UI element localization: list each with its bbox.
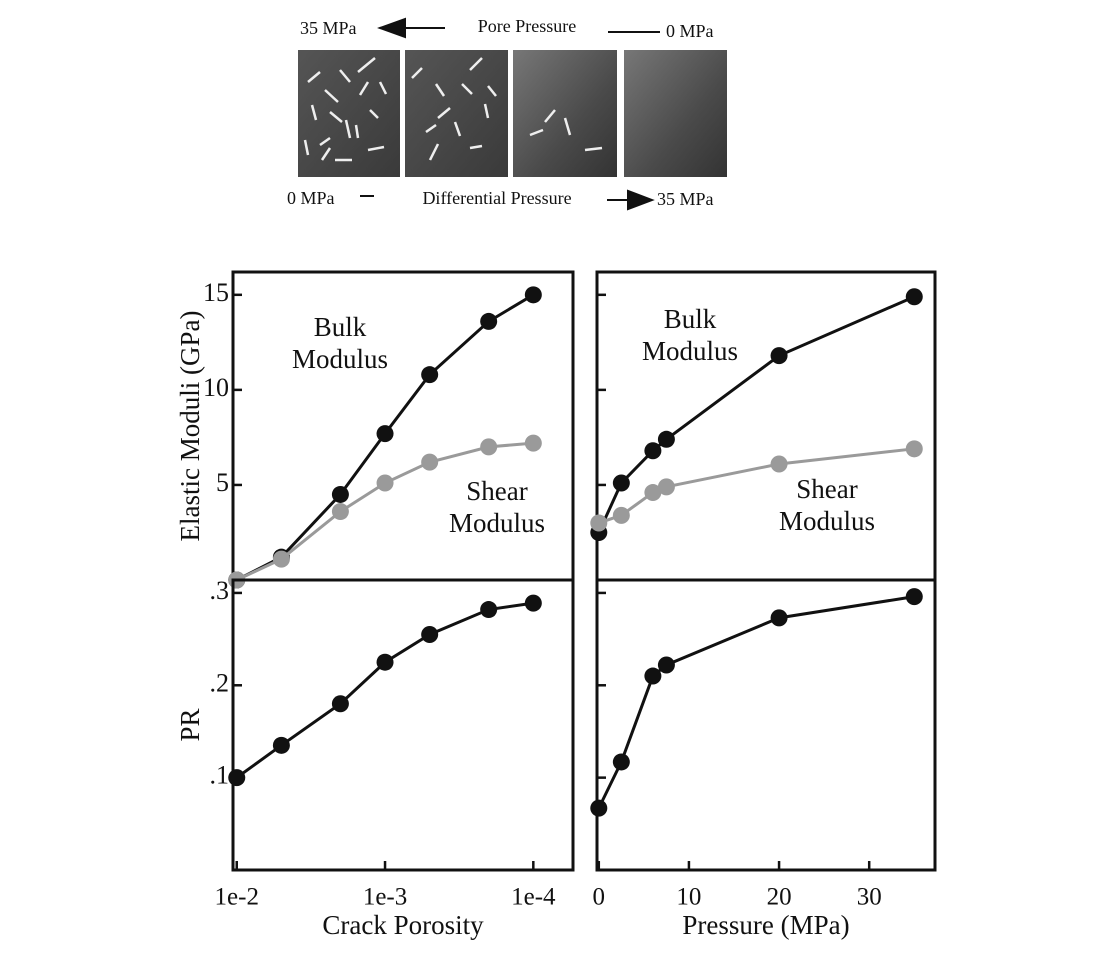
pore-right: 0 MPa	[666, 21, 714, 41]
marker	[228, 769, 246, 787]
cracks	[303, 57, 603, 162]
marker	[421, 366, 439, 384]
marker	[331, 695, 349, 713]
pore-left: 35 MPa	[300, 18, 357, 38]
diff-left: 0 MPa	[287, 188, 335, 208]
x-tick-label: 10	[676, 884, 701, 911]
marker	[421, 453, 439, 471]
sample-image	[513, 50, 617, 177]
marker	[331, 503, 349, 521]
marker	[644, 442, 662, 460]
annotation-line: Modulus	[779, 506, 875, 536]
marker	[657, 656, 675, 674]
marker	[612, 474, 630, 492]
y-tick-label: 15	[203, 278, 229, 307]
marker	[644, 484, 662, 502]
marker	[612, 753, 630, 771]
x-axis-label: Pressure (MPa)	[682, 910, 849, 940]
marker	[272, 550, 290, 568]
annotation-line: Shear	[466, 476, 527, 506]
marker	[644, 667, 662, 685]
x-axis-label: Crack Porosity	[322, 910, 484, 940]
diff-right: 35 MPa	[657, 189, 714, 209]
sample-image	[624, 50, 727, 177]
annotation-line: Bulk	[664, 304, 717, 334]
y-tick-label: .2	[210, 668, 230, 697]
marker	[524, 286, 542, 304]
marker	[770, 455, 788, 473]
marker	[612, 506, 630, 524]
marker	[480, 438, 498, 456]
marker	[376, 425, 394, 443]
annotation-line: Bulk	[314, 312, 367, 342]
marker	[905, 440, 923, 458]
marker	[331, 485, 349, 503]
x-tick-label: 20	[767, 884, 792, 911]
annotation-line: Modulus	[449, 508, 545, 538]
plot-frame	[595, 270, 937, 582]
y-axis-label: Elastic Moduli (GPa)	[175, 311, 205, 542]
pore-label: Pore Pressure	[478, 16, 576, 36]
x-tick-label: 0	[593, 884, 606, 911]
arrow	[607, 189, 655, 211]
marker	[421, 625, 439, 643]
marker	[905, 588, 923, 606]
marker	[480, 601, 498, 619]
x-tick-label: 1e-2	[215, 884, 259, 911]
y-axis-label: PR	[175, 708, 205, 741]
arrow	[377, 17, 445, 39]
sample-image	[405, 50, 508, 177]
marker	[480, 312, 498, 330]
plot-frame	[231, 578, 575, 872]
marker	[590, 799, 608, 817]
y-tick-label: .3	[210, 576, 230, 605]
marker	[376, 653, 394, 671]
annotation-line: Shear	[796, 474, 857, 504]
series-line	[597, 595, 915, 809]
diff-label: Differential Pressure	[422, 188, 571, 208]
marker	[376, 474, 394, 492]
marker	[590, 514, 608, 532]
y-tick-label: .1	[210, 761, 230, 790]
annotation-line: Modulus	[292, 344, 388, 374]
x-tick-label: 1e-3	[363, 884, 407, 911]
series-line	[597, 295, 915, 534]
marker	[657, 430, 675, 448]
plot-frame	[595, 578, 937, 872]
x-tick-label: 1e-4	[511, 884, 556, 911]
marker	[272, 736, 290, 754]
marker	[905, 288, 923, 306]
strip: 35 MPa Pore Pressure 0 MPa 0 MPa Differe…	[287, 16, 727, 211]
annotation-line: Modulus	[642, 336, 738, 366]
marker	[770, 609, 788, 627]
x-tick-label: 30	[857, 884, 882, 911]
y-tick-label: 10	[203, 373, 229, 402]
marker	[524, 434, 542, 452]
marker	[657, 478, 675, 496]
marker	[524, 594, 542, 612]
y-tick-label: 5	[216, 468, 229, 497]
marker	[770, 347, 788, 365]
